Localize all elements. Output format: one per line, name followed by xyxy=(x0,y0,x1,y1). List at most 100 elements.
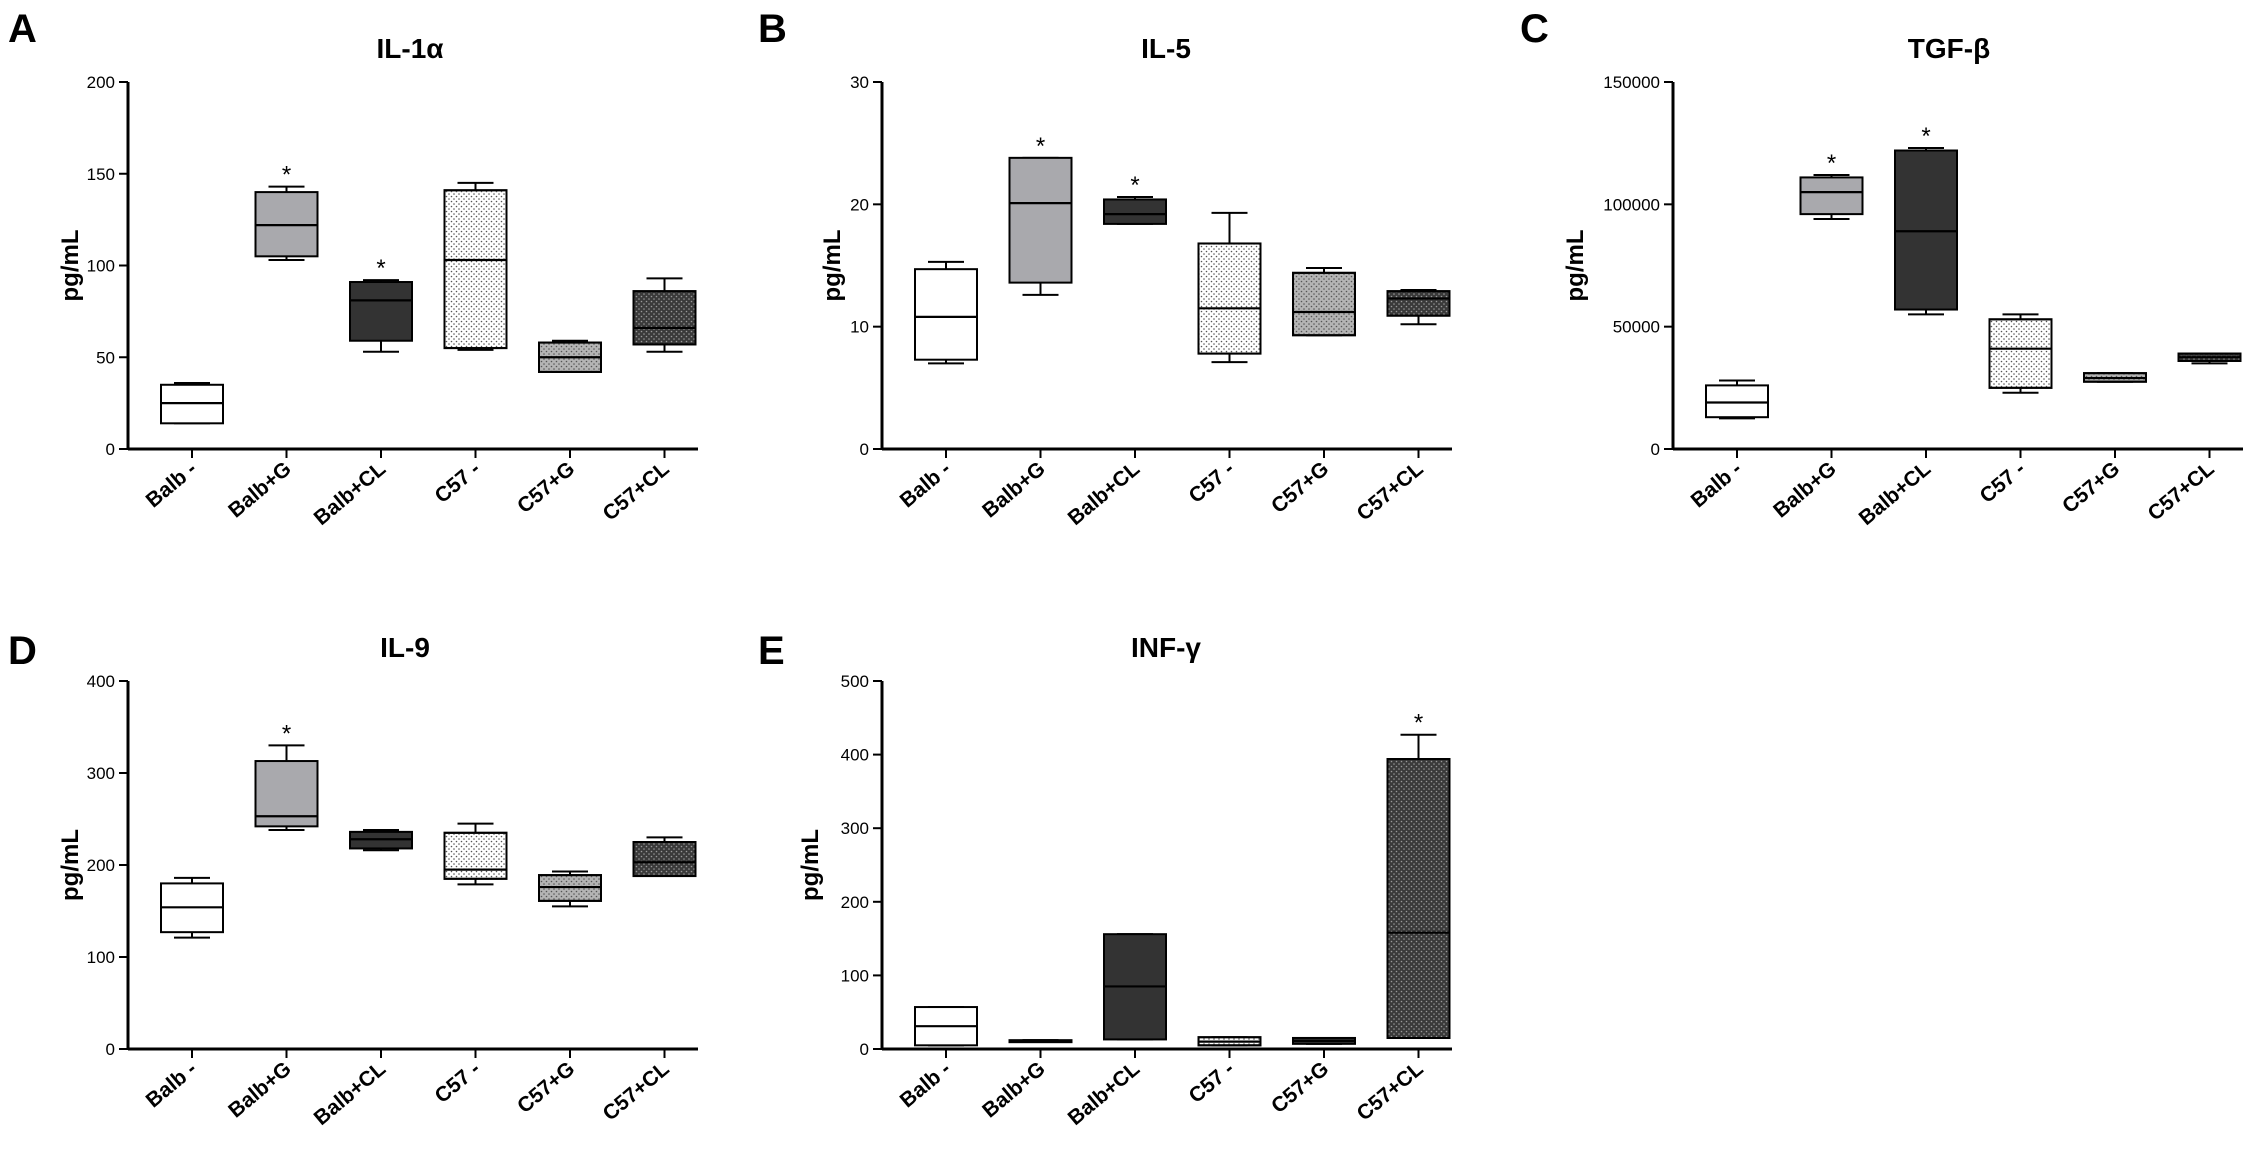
box-group: C57 - xyxy=(1976,313,2053,508)
x-category-label: Balb+CL xyxy=(1064,457,1145,530)
panel-letter: B xyxy=(758,7,787,51)
x-category-label: Balb+G xyxy=(1769,457,1841,522)
y-tick-label: 0 xyxy=(860,440,869,459)
significance-marker: * xyxy=(282,162,291,189)
box-group: Balb - xyxy=(142,876,224,1112)
box-pattern xyxy=(632,841,697,878)
y-tick-label: 20 xyxy=(850,195,869,214)
y-tick-label: 0 xyxy=(860,1040,869,1059)
box-group: Balb - xyxy=(1687,379,1769,512)
chart-title: TGF-β xyxy=(1908,33,1990,64)
x-category-label: C57+CL xyxy=(599,1057,674,1125)
y-tick-label: 300 xyxy=(87,764,115,783)
panel-e: E INF-γ pg/mL 0 100 200 300 400 500 Balb - Balb+G B… xyxy=(758,629,1452,1130)
significance-marker: * xyxy=(1414,710,1423,737)
x-category-label: C57 - xyxy=(1976,457,2030,508)
box-group: C57+CL xyxy=(599,277,697,525)
box-group: Balb+CL xyxy=(1064,933,1167,1130)
box-group: * Balb+G xyxy=(224,162,319,522)
y-tick-label: 100 xyxy=(841,966,869,985)
panel-letter: E xyxy=(758,629,785,673)
y-tick-label: 200 xyxy=(841,893,869,912)
y-tick-label: 0 xyxy=(106,440,115,459)
y-tick-label: 200 xyxy=(87,856,115,875)
panel-d: D IL-9 pg/mL 0 100 200 300 400 Balb - * Balb+G Balb… xyxy=(8,629,698,1130)
x-category-label: Balb - xyxy=(896,1057,955,1112)
box-group: * Balb+CL xyxy=(310,255,413,530)
box-group: C57 - xyxy=(1185,211,1262,508)
x-category-label: C57+G xyxy=(1267,1057,1333,1118)
box-group: C57+G xyxy=(513,870,602,1118)
box-pattern xyxy=(1386,758,1451,1039)
y-tick-label: 300 xyxy=(841,819,869,838)
panel-b: B IL-5 pg/mL 0 10 20 30 Balb - * Balb+G * Balb+CL C5… xyxy=(758,7,1452,530)
box xyxy=(914,268,978,361)
x-category-label: C57+CL xyxy=(1353,457,1428,525)
box-group: * Balb+CL xyxy=(1064,172,1167,530)
x-category-label: C57 - xyxy=(431,457,485,508)
box-pattern xyxy=(1197,242,1262,355)
y-tick-label: 400 xyxy=(87,672,115,691)
y-tick-label: 400 xyxy=(841,746,869,765)
significance-marker: * xyxy=(376,255,385,282)
chart-title: IL-5 xyxy=(1141,33,1191,64)
significance-marker: * xyxy=(282,720,291,747)
box-group: C57+CL xyxy=(2144,352,2242,525)
x-category-label: Balb+G xyxy=(224,457,296,522)
y-tick-label: 10 xyxy=(850,318,869,337)
x-category-label: C57+G xyxy=(513,457,579,518)
box-group: Balb+CL xyxy=(310,829,413,1130)
box-pattern xyxy=(632,290,697,346)
box-group: * Balb+G xyxy=(978,133,1073,522)
chart-title: IL-1α xyxy=(377,33,444,64)
significance-marker: * xyxy=(1130,172,1139,199)
y-axis-label: pg/mL xyxy=(57,829,84,901)
box-group: * Balb+CL xyxy=(1855,123,1958,530)
y-tick-label: 100 xyxy=(87,257,115,276)
box-pattern xyxy=(443,189,508,350)
box-pattern xyxy=(443,831,508,880)
x-category-label: C57+G xyxy=(1267,457,1333,518)
box xyxy=(1008,156,1073,284)
y-tick-label: 50000 xyxy=(1613,318,1660,337)
box xyxy=(349,281,413,342)
x-category-label: Balb+G xyxy=(978,457,1050,522)
significance-marker: * xyxy=(1036,133,1045,160)
panel-letter: A xyxy=(8,7,37,51)
y-tick-label: 0 xyxy=(1651,440,1660,459)
box-group: Balb - xyxy=(896,260,978,512)
significance-marker: * xyxy=(1827,150,1836,177)
x-category-label: C57+CL xyxy=(2144,457,2219,525)
y-axis-label: pg/mL xyxy=(797,829,824,901)
x-category-label: Balb - xyxy=(896,457,955,512)
box-pattern xyxy=(1988,318,2053,389)
panel-letter: D xyxy=(8,629,37,673)
y-axis-label: pg/mL xyxy=(819,230,846,302)
x-category-label: C57+CL xyxy=(1353,1057,1428,1125)
x-category-label: C57 - xyxy=(1185,1057,1239,1108)
x-category-label: Balb - xyxy=(1687,457,1746,512)
y-tick-label: 500 xyxy=(841,672,869,691)
x-category-label: C57+G xyxy=(513,1057,579,1118)
y-axis-label: pg/mL xyxy=(1562,230,1589,302)
box-group: C57+G xyxy=(2058,372,2147,518)
box-group: * Balb+G xyxy=(224,720,319,1122)
chart-title: IL-9 xyxy=(380,632,430,663)
box-pattern xyxy=(1386,290,1451,317)
y-tick-label: 200 xyxy=(87,73,115,92)
y-tick-label: 100 xyxy=(87,948,115,967)
panel-letter: C xyxy=(1520,7,1549,51)
y-tick-label: 50 xyxy=(96,348,115,367)
box-group: C57+G xyxy=(1267,266,1356,518)
x-category-label: C57+CL xyxy=(599,457,674,525)
y-tick-label: 0 xyxy=(106,1040,115,1059)
panel-c: C TGF-β pg/mL 0 50000 100000 150000 Balb - * Balb… xyxy=(1520,7,2243,530)
box-group: C57 - xyxy=(431,822,508,1108)
box-group: C57+CL xyxy=(1353,288,1451,525)
box-group: Balb - xyxy=(896,1006,978,1112)
y-axis-label: pg/mL xyxy=(57,230,84,302)
x-category-label: Balb+CL xyxy=(1064,1057,1145,1130)
y-tick-label: 30 xyxy=(850,73,869,92)
x-category-label: Balb+CL xyxy=(310,457,391,530)
